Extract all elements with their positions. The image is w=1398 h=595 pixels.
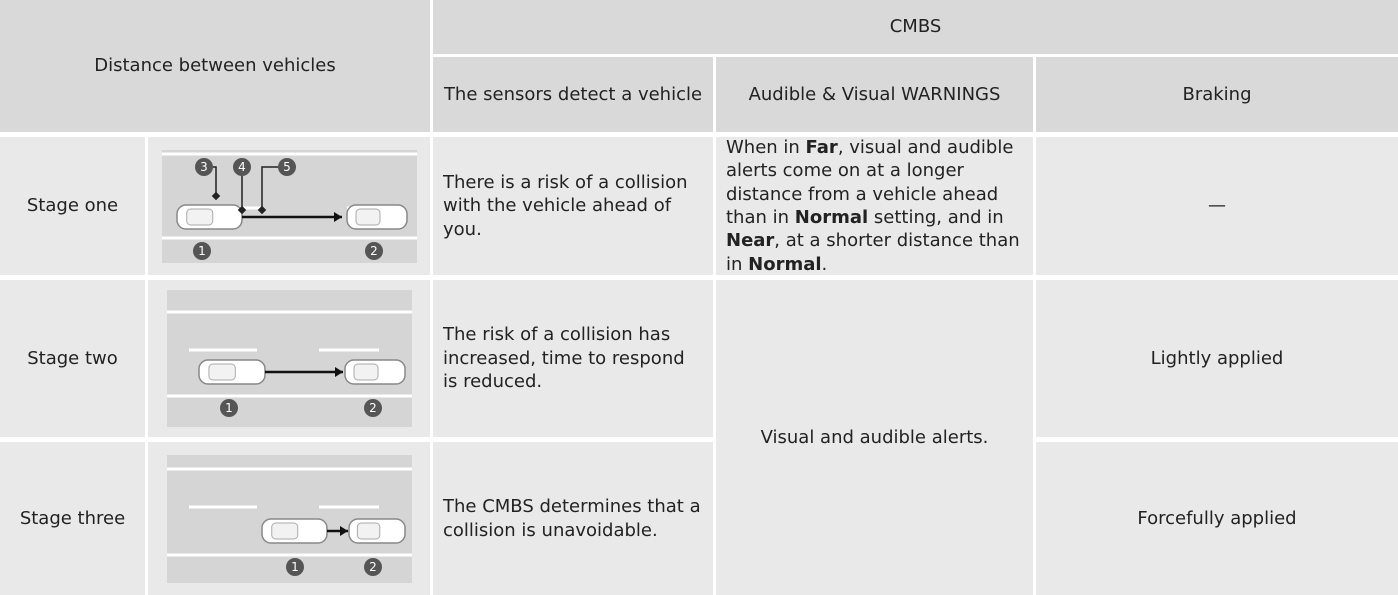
car-window [270, 522, 298, 539]
car-window [185, 208, 213, 225]
callout-number: 5 [283, 160, 291, 174]
text-segment: When in [726, 136, 806, 158]
text-segment: setting, and in [868, 207, 1004, 228]
diagram: 3 4 5 1 2 [161, 149, 417, 263]
bold-text: Normal [748, 253, 822, 275]
braking-text: — [1036, 137, 1398, 275]
callout-circle [219, 399, 238, 417]
header-braking: Braking [1036, 57, 1398, 132]
callout-number: 4 [238, 160, 246, 174]
callout-circle [363, 399, 382, 417]
warnings-paragraph: When in Far, visual and audible alerts c… [726, 136, 1023, 276]
arrow-head [334, 367, 343, 377]
callout-circle [364, 241, 383, 260]
callout-number: 1 [198, 244, 206, 258]
callout-circle [192, 241, 211, 260]
car-window [356, 522, 380, 539]
car-window [353, 363, 378, 381]
sensors-text: There is a risk of a collision with the … [433, 137, 713, 275]
leader-line [212, 165, 217, 196]
header-warnings: Audible & Visual WARNINGS [716, 57, 1033, 132]
callout-circle [194, 157, 213, 176]
car-window [355, 208, 380, 225]
sensors-text: The risk of a collision has increased, t… [433, 280, 713, 437]
bold-text: Near [726, 230, 775, 252]
bold-text: Far [805, 136, 838, 158]
callout-number: 1 [291, 560, 299, 574]
braking-text: Lightly applied [1036, 280, 1398, 437]
text-segment: . [821, 253, 828, 275]
car-window [207, 363, 236, 381]
header-sensors: The sensors detect a vehicle [433, 57, 713, 132]
header-cmbs: CMBS [433, 0, 1398, 54]
callout-circle [363, 557, 382, 576]
callout-circle [232, 157, 251, 176]
stage-label: Stage one [0, 137, 145, 275]
callout-number: 3 [200, 160, 208, 174]
callout-number: 1 [225, 401, 233, 415]
sensors-text: The CMBS determines that a collision is … [433, 442, 713, 595]
text-segment: , visual and audible alerts come on at a… [726, 136, 1014, 228]
callout-number: 2 [370, 244, 378, 258]
arrow-head [339, 525, 348, 536]
stage-label: Stage three [0, 442, 145, 595]
callout-circle [277, 157, 296, 176]
warnings-text: When in Far, visual and audible alerts c… [716, 137, 1033, 275]
leader-dot [257, 205, 266, 214]
callout-circle [285, 557, 304, 576]
stage-label: Stage two [0, 280, 145, 437]
diagram-cell: 3 4 5 1 2 [148, 137, 430, 275]
header-distance: Distance between vehicles [0, 0, 430, 132]
callout-number: 2 [369, 401, 377, 415]
bold-text: Normal [794, 207, 869, 228]
shared-warnings: Visual and audible alerts. [716, 280, 1033, 595]
callout-number: 2 [369, 560, 377, 574]
braking-text: Forcefully applied [1036, 442, 1398, 595]
text-segment: , at a shorter distance than in [726, 230, 1020, 275]
arrow-head [333, 211, 342, 222]
